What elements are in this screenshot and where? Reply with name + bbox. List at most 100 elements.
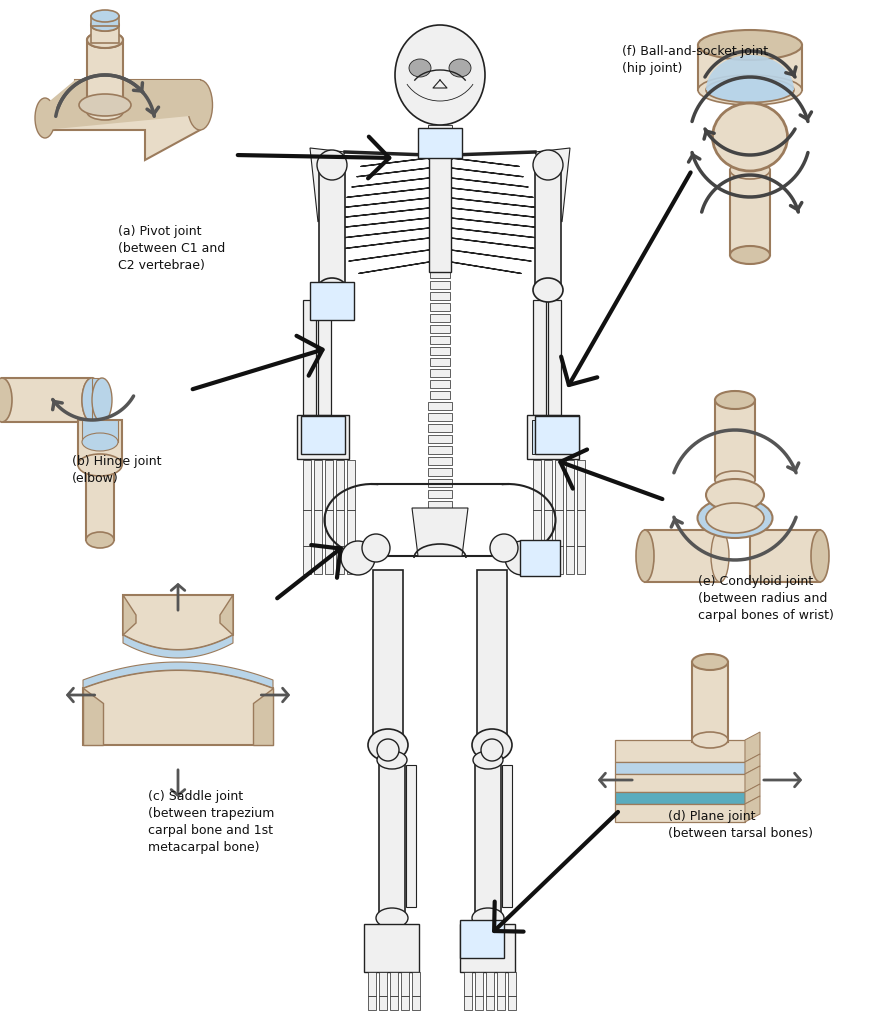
Polygon shape [83,688,103,745]
Ellipse shape [692,732,728,748]
Text: (a) Pivot joint
(between C1 and
C2 vertebrae): (a) Pivot joint (between C1 and C2 verte… [118,225,225,272]
Bar [428,457,452,465]
Bar [430,358,450,366]
Ellipse shape [636,530,654,582]
Bar [412,996,420,1010]
Bar [318,300,331,415]
Polygon shape [83,662,273,688]
Bar [464,996,472,1010]
Text: (d) Plane joint
(between tarsal bones): (d) Plane joint (between tarsal bones) [668,810,813,840]
Bar [527,415,579,459]
Bar [430,270,450,278]
Ellipse shape [692,654,728,670]
Bar [430,314,450,322]
Polygon shape [412,508,468,556]
Polygon shape [745,796,760,822]
Bar [428,143,452,150]
Bar [319,165,345,285]
Bar [566,460,574,510]
Bar [430,281,450,289]
Ellipse shape [82,378,102,422]
Polygon shape [123,635,233,658]
Ellipse shape [35,98,55,138]
Ellipse shape [449,59,471,77]
Polygon shape [220,595,233,635]
Bar [692,662,728,742]
Bar [535,416,579,454]
Bar [368,996,376,1010]
Polygon shape [45,80,200,160]
Ellipse shape [730,161,770,179]
Bar [428,424,452,432]
Ellipse shape [187,80,212,130]
Bar [336,546,344,574]
Bar [750,530,820,582]
Ellipse shape [706,479,764,510]
Bar [475,972,483,996]
Bar [577,546,585,574]
Ellipse shape [376,908,408,928]
Ellipse shape [698,498,773,538]
Bar [615,804,745,822]
Polygon shape [253,688,273,745]
Bar [430,380,450,388]
Bar [544,460,552,510]
Ellipse shape [713,103,788,171]
Ellipse shape [473,751,503,769]
Polygon shape [745,784,760,804]
Bar [2,378,92,422]
Ellipse shape [730,246,770,264]
Bar [544,510,552,546]
Ellipse shape [91,10,119,22]
Bar [460,920,504,958]
Polygon shape [78,420,122,465]
Polygon shape [535,148,570,222]
Bar [615,774,745,792]
Ellipse shape [490,534,518,562]
Bar [368,972,376,996]
Bar [430,303,450,311]
Ellipse shape [706,503,764,533]
Bar [406,765,416,907]
Bar [577,510,585,546]
Text: (f) Ball-and-socket joint
(hip joint): (f) Ball-and-socket joint (hip joint) [622,45,768,75]
Ellipse shape [91,19,119,31]
Bar [390,972,398,996]
Ellipse shape [715,391,755,409]
Bar [314,460,322,510]
Bar [412,972,420,996]
Bar [428,479,452,487]
Bar [566,510,574,546]
Bar [303,546,311,574]
Bar [428,446,452,454]
Bar [532,420,574,454]
Bar [430,347,450,355]
Bar [430,325,450,333]
Text: (b) Hinge joint
(elbow): (b) Hinge joint (elbow) [72,455,162,485]
Bar [698,45,802,90]
Bar [535,165,561,285]
Bar [428,414,452,421]
Ellipse shape [409,59,431,77]
Ellipse shape [698,75,802,105]
Bar [555,460,563,510]
Bar [615,792,745,804]
Bar [615,740,745,762]
Bar [533,510,541,546]
Bar [486,972,494,996]
Bar [92,378,102,422]
Ellipse shape [533,278,563,302]
Bar [379,996,387,1010]
Bar [297,415,349,459]
Bar [303,300,316,415]
Bar [645,530,720,582]
Bar [347,546,355,574]
Ellipse shape [91,19,119,31]
Ellipse shape [706,78,794,102]
Bar [390,996,398,1010]
Polygon shape [745,753,760,774]
Bar [615,762,745,774]
Bar [373,570,403,745]
Bar [533,460,541,510]
Bar [497,996,505,1010]
